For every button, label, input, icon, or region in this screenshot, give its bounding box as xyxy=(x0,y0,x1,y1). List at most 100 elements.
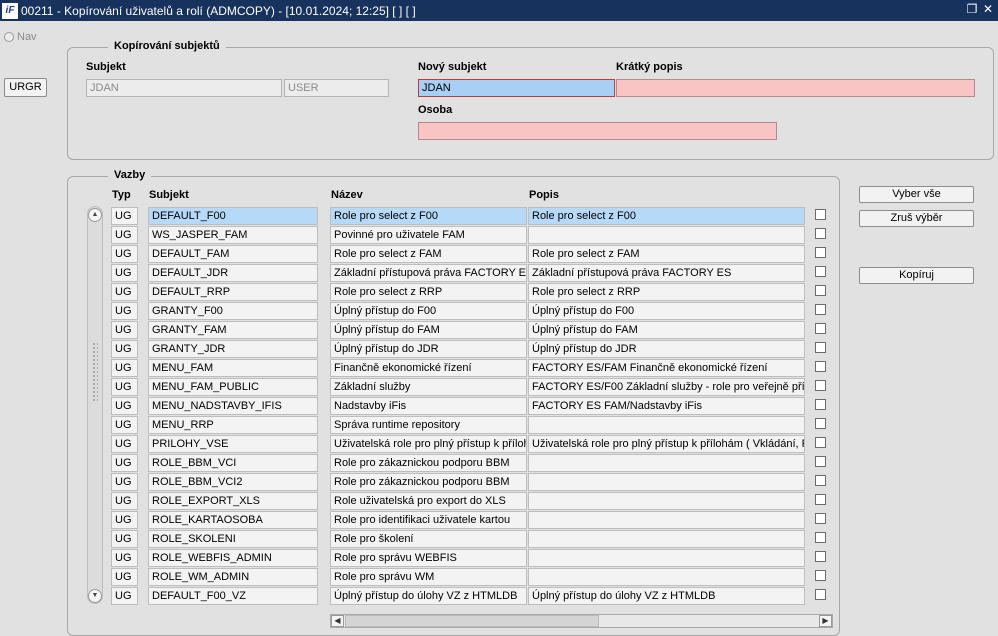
horizontal-scrollbar[interactable]: ◀ ▶ xyxy=(330,614,833,628)
row-type-cell[interactable]: UG xyxy=(111,226,138,244)
row-name-cell[interactable]: Povinné pro uživatele FAM xyxy=(330,226,527,244)
row-type-cell[interactable]: UG xyxy=(111,416,138,434)
row-subject-cell[interactable]: ROLE_BBM_VCI xyxy=(148,454,318,472)
row-type-cell[interactable]: UG xyxy=(111,302,138,320)
row-checkbox[interactable] xyxy=(815,304,826,315)
row-subject-cell[interactable]: DEFAULT_JDR xyxy=(148,264,318,282)
row-description-cell[interactable]: Základní přístupová práva FACTORY ES xyxy=(528,264,805,282)
row-checkbox[interactable] xyxy=(815,513,826,524)
row-name-cell[interactable]: Role pro správu WM xyxy=(330,568,527,586)
row-subject-cell[interactable]: DEFAULT_F00_VZ xyxy=(148,587,318,605)
row-checkbox[interactable] xyxy=(815,228,826,239)
row-checkbox[interactable] xyxy=(815,494,826,505)
row-type-cell[interactable]: UG xyxy=(111,435,138,453)
row-subject-cell[interactable]: MENU_FAM xyxy=(148,359,318,377)
row-subject-cell[interactable]: PRILOHY_VSE xyxy=(148,435,318,453)
row-checkbox[interactable] xyxy=(815,589,826,600)
row-type-cell[interactable]: UG xyxy=(111,207,138,225)
vertical-scrollbar[interactable]: ▲ ▼ xyxy=(87,206,103,604)
row-description-cell[interactable]: FACTORY ES/F00 Základní služby - role pr… xyxy=(528,378,805,396)
row-checkbox[interactable] xyxy=(815,247,826,258)
row-type-cell[interactable]: UG xyxy=(111,454,138,472)
row-checkbox[interactable] xyxy=(815,361,826,372)
row-description-cell[interactable]: Úplný přístup do JDR xyxy=(528,340,805,358)
row-checkbox[interactable] xyxy=(815,437,826,448)
row-name-cell[interactable]: Úplný přístup do F00 xyxy=(330,302,527,320)
copy-button[interactable]: Kopíruj xyxy=(859,267,974,284)
close-icon[interactable]: ✕ xyxy=(982,2,994,16)
person-field[interactable] xyxy=(418,122,777,140)
row-subject-cell[interactable]: MENU_NADSTAVBY_IFIS xyxy=(148,397,318,415)
row-subject-cell[interactable]: ROLE_BBM_VCI2 xyxy=(148,473,318,491)
row-description-cell[interactable]: Úplný přístup do úlohy VZ z HTMLDB xyxy=(528,587,805,605)
row-subject-cell[interactable]: GRANTY_JDR xyxy=(148,340,318,358)
row-type-cell[interactable]: UG xyxy=(111,264,138,282)
row-subject-cell[interactable]: MENU_FAM_PUBLIC xyxy=(148,378,318,396)
row-description-cell[interactable] xyxy=(528,226,805,244)
row-name-cell[interactable]: Role pro zákaznickou podporu BBM xyxy=(330,454,527,472)
row-description-cell[interactable]: Úplný přístup do F00 xyxy=(528,302,805,320)
restore-icon[interactable]: ❐ xyxy=(966,2,978,16)
row-name-cell[interactable]: Nadstavby iFis xyxy=(330,397,527,415)
urgr-button[interactable]: URGR xyxy=(4,78,47,97)
scroll-left-icon[interactable]: ◀ xyxy=(331,615,344,627)
row-subject-cell[interactable]: GRANTY_F00 xyxy=(148,302,318,320)
row-description-cell[interactable]: Role pro select z RRP xyxy=(528,283,805,301)
row-checkbox[interactable] xyxy=(815,285,826,296)
row-checkbox[interactable] xyxy=(815,399,826,410)
row-type-cell[interactable]: UG xyxy=(111,359,138,377)
row-name-cell[interactable]: Role uživatelská pro export do XLS xyxy=(330,492,527,510)
row-description-cell[interactable] xyxy=(528,492,805,510)
row-subject-cell[interactable]: DEFAULT_FAM xyxy=(148,245,318,263)
row-name-cell[interactable]: Uživatelská role pro plný přístup k příl… xyxy=(330,435,527,453)
row-name-cell[interactable]: Úplný přístup do FAM xyxy=(330,321,527,339)
row-name-cell[interactable]: Role pro select z F00 xyxy=(330,207,527,225)
row-description-cell[interactable] xyxy=(528,568,805,586)
row-description-cell[interactable]: Role pro select z FAM xyxy=(528,245,805,263)
row-subject-cell[interactable]: ROLE_WM_ADMIN xyxy=(148,568,318,586)
horizontal-scroll-thumb[interactable] xyxy=(345,615,599,627)
row-description-cell[interactable]: Uživatelská role pro plný přístup k příl… xyxy=(528,435,805,453)
row-name-cell[interactable]: Role pro zákaznickou podporu BBM xyxy=(330,473,527,491)
row-description-cell[interactable] xyxy=(528,549,805,567)
row-type-cell[interactable]: UG xyxy=(111,340,138,358)
row-description-cell[interactable] xyxy=(528,454,805,472)
row-subject-cell[interactable]: ROLE_SKOLENI xyxy=(148,530,318,548)
row-type-cell[interactable]: UG xyxy=(111,587,138,605)
row-name-cell[interactable]: Finančně ekonomické řízení xyxy=(330,359,527,377)
row-checkbox[interactable] xyxy=(815,475,826,486)
row-checkbox[interactable] xyxy=(815,266,826,277)
row-type-cell[interactable]: UG xyxy=(111,283,138,301)
row-checkbox[interactable] xyxy=(815,418,826,429)
select-all-button[interactable]: Vyber vše xyxy=(859,186,974,203)
row-name-cell[interactable]: Základní služby xyxy=(330,378,527,396)
nav-radio[interactable]: Nav xyxy=(4,31,37,43)
row-type-cell[interactable]: UG xyxy=(111,530,138,548)
scroll-up-icon[interactable]: ▲ xyxy=(88,208,102,222)
row-checkbox[interactable] xyxy=(815,342,826,353)
clear-selection-button[interactable]: Zruš výběr xyxy=(859,210,974,227)
row-subject-cell[interactable]: MENU_RRP xyxy=(148,416,318,434)
row-subject-cell[interactable]: ROLE_WEBFIS_ADMIN xyxy=(148,549,318,567)
row-name-cell[interactable]: Role pro školení xyxy=(330,530,527,548)
row-subject-cell[interactable]: ROLE_EXPORT_XLS xyxy=(148,492,318,510)
row-description-cell[interactable] xyxy=(528,416,805,434)
row-subject-cell[interactable]: GRANTY_FAM xyxy=(148,321,318,339)
row-subject-cell[interactable]: ROLE_KARTAOSOBA xyxy=(148,511,318,529)
row-description-cell[interactable] xyxy=(528,511,805,529)
row-name-cell[interactable]: Úplný přístup do úlohy VZ z HTMLDB xyxy=(330,587,527,605)
row-name-cell[interactable]: Role pro správu WEBFIS xyxy=(330,549,527,567)
row-name-cell[interactable]: Správa runtime repository xyxy=(330,416,527,434)
short-desc-field[interactable] xyxy=(616,79,975,97)
row-checkbox[interactable] xyxy=(815,323,826,334)
scroll-grip[interactable] xyxy=(92,342,98,402)
row-description-cell[interactable]: Úplný přístup do FAM xyxy=(528,321,805,339)
row-description-cell[interactable]: FACTORY ES FAM/Nadstavby iFis xyxy=(528,397,805,415)
new-subject-field[interactable]: JDAN xyxy=(418,79,615,97)
row-type-cell[interactable]: UG xyxy=(111,397,138,415)
row-name-cell[interactable]: Role pro select z RRP xyxy=(330,283,527,301)
row-description-cell[interactable] xyxy=(528,473,805,491)
row-name-cell[interactable]: Role pro identifikaci uživatele kartou xyxy=(330,511,527,529)
row-name-cell[interactable]: Úplný přístup do JDR xyxy=(330,340,527,358)
row-checkbox[interactable] xyxy=(815,380,826,391)
